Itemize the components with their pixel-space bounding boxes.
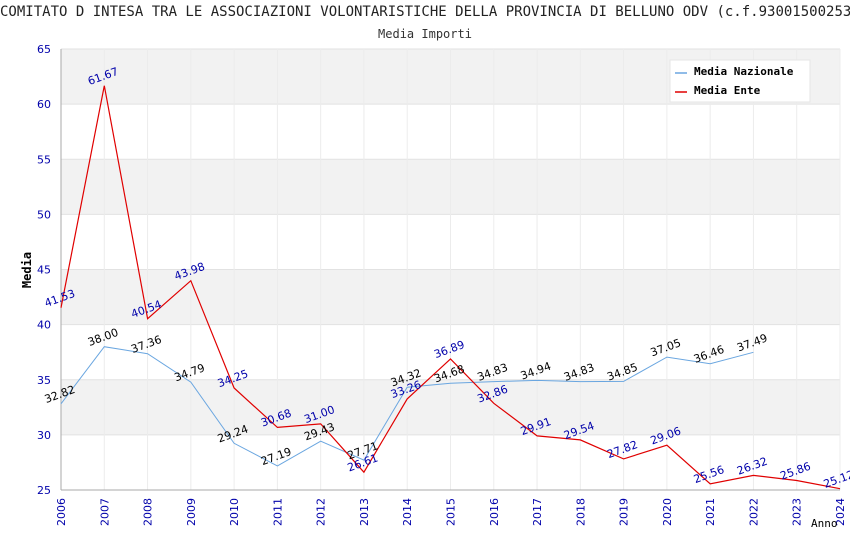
y-tick-label: 30 [37,429,51,442]
x-tick-label: 2020 [661,498,674,526]
x-tick-label: 2015 [445,498,458,526]
x-tick-label: 2023 [791,498,804,526]
legend: Media Nazionale Media Ente [669,59,811,103]
x-tick-label: 2022 [747,498,760,526]
y-tick-label: 25 [37,484,51,497]
x-tick-label: 2011 [271,498,284,526]
axes: 25 30 35 40 45 50 55 60 65 2006 2007 2008 2009 2010 20… [37,43,847,526]
x-tick-label: 2010 [228,498,241,526]
x-tick-label: 2013 [358,498,371,526]
x-tick-label: 2007 [98,498,111,526]
series-lines [60,85,841,490]
x-tick-label: 2008 [142,498,155,526]
x-tick-label: 2006 [55,498,68,526]
chart-title: COMITATO D INTESA TRA LE ASSOCIAZIONI VO… [0,4,850,20]
x-tick-label: 2014 [401,498,414,526]
y-tick-label: 45 [37,264,51,277]
x-tick-label: 2016 [488,498,501,526]
y-tick-label: 65 [37,43,51,56]
x-tick-label: 2009 [185,498,198,526]
series-line-nazionale [60,346,754,467]
legend-label-nazionale: Media Nazionale [694,65,794,78]
x-axis-label: Anno [811,517,838,530]
x-tick-label: 2024 [834,498,847,526]
x-tick-label: 2019 [618,498,631,526]
legend-label-ente: Media Ente [694,84,761,97]
x-tick-label: 2018 [574,498,587,526]
y-tick-label: 55 [37,153,51,166]
y-axis-label: Media [20,252,34,288]
y-tick-label: 50 [37,208,51,221]
y-tick-label: 35 [37,374,51,387]
y-tick-label: 40 [37,319,51,332]
y-tick-label: 60 [37,98,51,111]
chart-subtitle: Media Importi [378,27,472,41]
series-line-ente [60,85,841,490]
x-tick-label: 2012 [315,498,328,526]
x-tick-label: 2021 [704,498,717,526]
legend-box [669,59,811,103]
x-tick-label: 2017 [531,498,544,526]
